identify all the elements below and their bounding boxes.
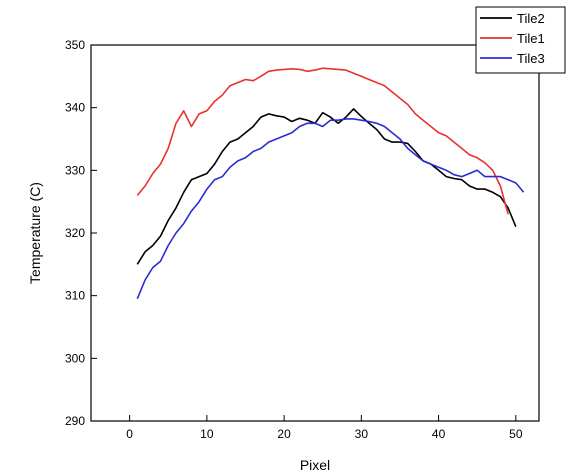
series-line-tile2 xyxy=(136,108,517,265)
x-tick-label: 20 xyxy=(277,427,291,441)
series-layer xyxy=(136,67,525,300)
series-line-tile3 xyxy=(136,118,525,300)
y-axis-label: Temperature (C) xyxy=(27,182,43,284)
series-line-tile1 xyxy=(136,67,509,215)
y-tick-label: 340 xyxy=(65,101,85,115)
y-tick-label: 290 xyxy=(65,414,85,428)
legend-label: Tile2 xyxy=(517,11,545,26)
x-axis-label: Pixel xyxy=(300,457,330,473)
plot-frame xyxy=(90,44,540,422)
y-tick-label: 310 xyxy=(65,289,85,303)
x-tick-label: 10 xyxy=(200,427,214,441)
legend-label: Tile1 xyxy=(517,31,545,46)
y-tick-label: 300 xyxy=(65,351,85,365)
x-axis: 0 10 20 30 40 50 xyxy=(126,415,523,441)
x-tick-label: 40 xyxy=(432,427,446,441)
y-tick-label: 350 xyxy=(65,38,85,52)
x-tick-label: 0 xyxy=(126,427,133,441)
x-tick-label: 50 xyxy=(509,427,523,441)
y-tick-label: 330 xyxy=(65,163,85,177)
y-axis: 290 300 310 320 330 340 350 xyxy=(65,38,97,428)
x-tick-label: 30 xyxy=(355,427,369,441)
legend: Tile2 Tile1 Tile3 xyxy=(475,6,566,74)
y-tick-label: 320 xyxy=(65,226,85,240)
legend-label: Tile3 xyxy=(517,51,545,66)
